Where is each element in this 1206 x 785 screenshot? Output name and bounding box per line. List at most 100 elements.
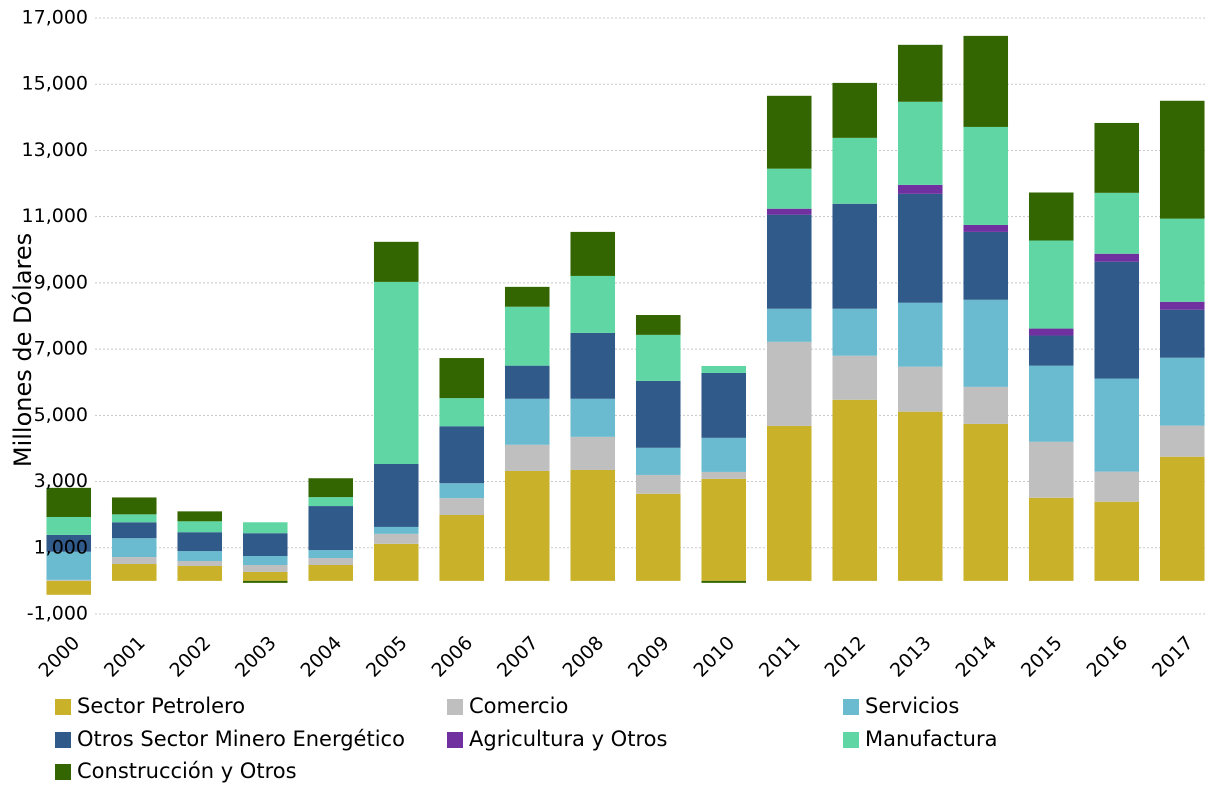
- bar-segment: [111, 514, 157, 523]
- bar-segment: [1028, 335, 1074, 366]
- bar-segment: [570, 398, 616, 437]
- bar-segment: [504, 306, 550, 366]
- bar-segment: [46, 534, 92, 552]
- x-tick-label: 2002: [165, 632, 215, 682]
- y-tick-label: 13,000: [22, 139, 88, 161]
- x-tick-label: 2015: [1017, 632, 1067, 682]
- bar-segment: [570, 469, 616, 581]
- bar-segment: [963, 126, 1009, 225]
- bar-segment: [504, 444, 550, 471]
- bar-segment: [1094, 122, 1140, 193]
- bar-segment: [46, 579, 92, 581]
- x-tick-label: 2008: [558, 632, 608, 682]
- bar-segment: [177, 561, 223, 566]
- bar-segment: [766, 95, 812, 169]
- bar-segment: [635, 447, 681, 475]
- bar-segment: [111, 538, 157, 558]
- legend-label: Otros Sector Minero Energético: [77, 727, 405, 751]
- bar-segment: [832, 355, 878, 400]
- bar-segment: [308, 478, 354, 498]
- x-tick-label: 2007: [493, 632, 543, 682]
- bar-segment: [1159, 100, 1205, 219]
- bar-segment: [111, 522, 157, 539]
- bar-segment: [373, 533, 419, 544]
- legend-label: Construcción y Otros: [77, 759, 297, 783]
- legend-label: Agricultura y Otros: [469, 727, 667, 751]
- bar-segment: [701, 471, 747, 479]
- legend-swatch: [55, 764, 71, 780]
- x-tick-label: 2013: [886, 632, 936, 682]
- x-tick-label: 2011: [755, 632, 805, 682]
- bar-segment: [439, 514, 485, 581]
- legend-swatch: [55, 732, 71, 748]
- bar-segment: [373, 241, 419, 282]
- bar-segment: [1094, 501, 1140, 581]
- bar-segment: [177, 532, 223, 552]
- bar-segment: [701, 372, 747, 438]
- x-tick-label: 2003: [231, 632, 281, 682]
- y-tick-label: 9,000: [34, 271, 88, 293]
- bar-segment: [46, 487, 92, 517]
- bar-segment: [832, 399, 878, 581]
- bar-segment: [701, 365, 747, 373]
- legend-swatch: [843, 732, 859, 748]
- bar-segment: [635, 474, 681, 494]
- bar-segment: [832, 137, 878, 204]
- legend-label: Manufactura: [865, 727, 997, 751]
- bar-segment: [963, 423, 1009, 581]
- bar-segment: [1094, 192, 1140, 254]
- bar-segment: [570, 436, 616, 470]
- bar-segment: [504, 365, 550, 399]
- bar-segment: [963, 231, 1009, 300]
- bar-segment: [46, 551, 92, 580]
- legend-label: Servicios: [865, 694, 959, 718]
- x-tick-label: 2014: [951, 632, 1001, 682]
- x-tick-label: 2006: [427, 632, 477, 682]
- bar-segment: [177, 565, 223, 581]
- bar-segment: [308, 558, 354, 565]
- bar-segment: [897, 366, 943, 412]
- bar-segment: [242, 533, 288, 557]
- bar-segment: [963, 386, 1009, 424]
- bar-segment: [373, 543, 419, 581]
- y-tick-label: 17,000: [22, 7, 88, 29]
- bar-segment: [963, 35, 1009, 127]
- bar-segment: [308, 550, 354, 559]
- bar-segment: [832, 82, 878, 138]
- bar-segment: [111, 497, 157, 515]
- bar-segment: [1028, 192, 1074, 241]
- x-tick-label: 2005: [362, 632, 412, 682]
- legend-swatch: [447, 732, 463, 748]
- x-tick-label: 2017: [1148, 632, 1198, 682]
- bar-segment: [897, 193, 943, 303]
- y-tick-label: 1,000: [34, 536, 88, 558]
- bar-segment: [832, 203, 878, 309]
- bar-segment: [701, 478, 747, 581]
- bar-segment: [46, 580, 92, 595]
- y-axis-title: Millones de Dólares: [9, 233, 37, 467]
- bar-segment: [308, 497, 354, 507]
- x-tick-label: 2009: [624, 632, 674, 682]
- bar-segment: [439, 483, 485, 499]
- bar-segment: [1028, 441, 1074, 498]
- bar-segment: [963, 224, 1009, 232]
- bar-segment: [635, 315, 681, 335]
- bar-segment: [766, 214, 812, 309]
- bar-segment: [1159, 309, 1205, 358]
- bar-segment: [766, 168, 812, 209]
- bar-segment: [373, 464, 419, 527]
- bar-segment: [308, 564, 354, 581]
- legend-label: Comercio: [469, 694, 568, 718]
- bar-segment: [1028, 240, 1074, 329]
- bar-segment: [504, 286, 550, 307]
- bar-segment: [1028, 328, 1074, 336]
- bar-segment: [1028, 365, 1074, 442]
- bar-segment: [439, 398, 485, 427]
- bar-segment: [242, 564, 288, 572]
- x-tick-label: 2016: [1082, 632, 1132, 682]
- bar-segment: [635, 380, 681, 448]
- y-tick-label: -1,000: [27, 603, 88, 625]
- bar-segment: [242, 580, 288, 583]
- bar-segment: [570, 275, 616, 333]
